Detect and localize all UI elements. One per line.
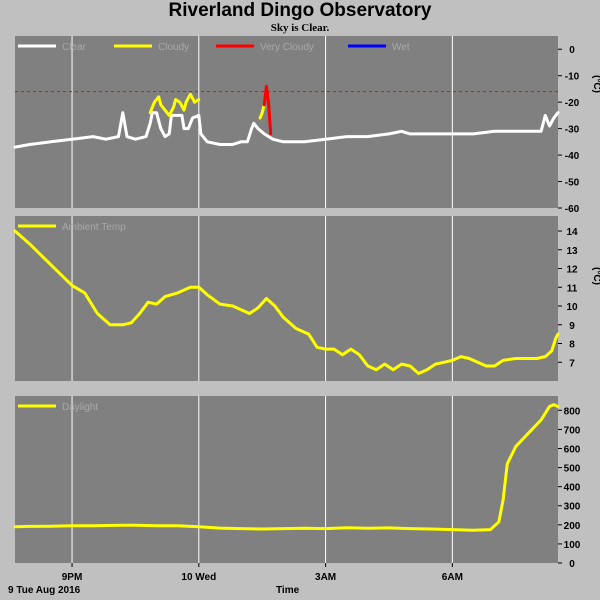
x-tick-label: 6AM <box>442 572 463 583</box>
sky-status-subtitle: Sky is Clear. <box>270 22 330 34</box>
y-tick-label: 300 <box>564 502 581 513</box>
y-tick-label: 10 <box>566 302 578 313</box>
x-tick-label: 9PM <box>62 572 83 583</box>
y-tick-label: 800 <box>564 406 581 417</box>
y-tick-label: 8 <box>569 340 575 351</box>
plot-area <box>15 396 558 563</box>
legend-label: Ambient Temp <box>62 222 126 233</box>
legend-label: Cloudy <box>158 42 189 53</box>
series-line-very-cloudy <box>262 84 273 136</box>
unit-label: (°C) <box>591 75 600 93</box>
y-tick-label: 11 <box>567 283 578 294</box>
y-tick-label: 700 <box>564 425 581 436</box>
y-tick-label: 9 <box>569 321 575 332</box>
series-line-cloudy <box>258 103 266 120</box>
legend-label: Wet <box>392 42 410 53</box>
y-tick-label: 7 <box>569 358 575 369</box>
y-tick-label: -30 <box>565 125 580 136</box>
y-tick-label: -60 <box>565 204 580 215</box>
y-tick-label: 14 <box>566 227 578 238</box>
series-line-cloudy <box>148 92 201 117</box>
time-axis-label: Time <box>276 585 300 596</box>
y-tick-label: 600 <box>564 444 581 455</box>
x-tick-label: 10 Wed <box>181 572 216 583</box>
series-line-daylight <box>13 403 560 532</box>
date-label: 9 Tue Aug 2016 <box>8 585 81 596</box>
y-tick-label: 12 <box>566 265 578 276</box>
legend-label: Very Cloudy <box>260 42 314 53</box>
ambient-temp-panel: 14 13 12 11 10 9 8 7 (°C) Ambient Temp <box>13 216 600 381</box>
y-tick-label: -20 <box>565 98 580 109</box>
y-tick-label: 0 <box>569 559 575 570</box>
y-tick-label: 400 <box>564 483 581 494</box>
page-title: Riverland Dingo Observatory <box>168 0 432 21</box>
plot-area <box>15 216 558 381</box>
time-axis: 9PM 10 Wed 3AM 6AM <box>62 563 463 583</box>
legend-label: Daylight <box>62 402 98 413</box>
y-tick-label: 500 <box>564 464 581 475</box>
y-tick-label: -50 <box>565 178 580 189</box>
y-tick-label: 100 <box>564 540 581 551</box>
y-tick-label: -10 <box>565 72 580 83</box>
y-tick-label: 200 <box>564 521 581 532</box>
x-tick-label: 3AM <box>315 572 336 583</box>
cloud-panel: 0 -10 -20 -30 -40 -50 -60 (°C) Clear Cloudy Very C… <box>13 36 600 215</box>
series-line-ambient-temp <box>13 229 560 375</box>
y-tick-label: 13 <box>566 246 578 257</box>
plot-area <box>15 36 558 208</box>
y-tick-label: 0 <box>569 45 575 56</box>
series-line-clear <box>13 111 560 149</box>
unit-label: (°C) <box>591 267 600 285</box>
legend-label: Clear <box>62 42 87 53</box>
daylight-panel: 800 700 600 500 400 300 200 100 0 Daylight <box>13 396 581 570</box>
y-tick-label: -40 <box>565 151 580 162</box>
